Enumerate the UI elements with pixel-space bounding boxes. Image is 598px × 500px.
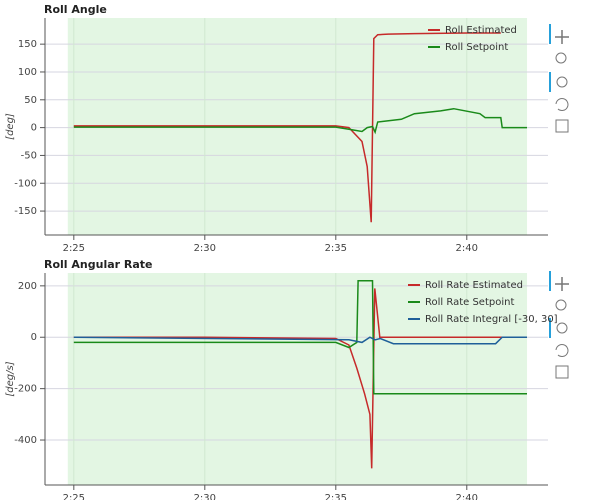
tool-active <box>549 318 551 338</box>
pan-tool[interactable] <box>555 277 569 291</box>
y-tick-label: 200 <box>18 281 37 292</box>
chart-title: Roll Angle <box>44 3 107 16</box>
x-tick-label: 2:35 <box>325 243 347 254</box>
legend-label: Roll Rate Estimated <box>425 280 523 291</box>
legend-label: Roll Rate Setpoint <box>425 297 514 308</box>
tool-active <box>549 271 551 291</box>
legend-label: Roll Rate Integral [-30, 30] <box>425 314 558 325</box>
chart-title: Roll Angular Rate <box>44 258 153 271</box>
chart: Roll Angular Rate -400 -200 0 200 2:25 2:30 2:3… <box>5 258 558 500</box>
y-tick-label: -400 <box>14 435 37 446</box>
save-tool[interactable] <box>555 365 569 379</box>
x-tick-label: 2:40 <box>456 243 478 254</box>
zoom-tool[interactable] <box>555 52 567 64</box>
y-tick-label: 50 <box>24 95 37 106</box>
x-tick-label: 2:35 <box>325 493 347 500</box>
series-line <box>73 107 527 135</box>
reset-tool[interactable] <box>555 98 569 111</box>
y-axis-label: [deg/s] <box>5 361 16 396</box>
y-tick-label: -200 <box>14 384 37 395</box>
toolbar-1 <box>549 24 569 133</box>
x-tick-label: 2:30 <box>194 243 216 254</box>
legend-label: Roll Setpoint <box>445 42 508 53</box>
wheel-zoom-tool[interactable] <box>556 322 568 334</box>
y-tick-label: 0 <box>31 332 37 343</box>
save-tool[interactable] <box>555 119 569 133</box>
zoom-tool[interactable] <box>555 299 567 311</box>
legend: Roll Estimated Roll Setpoint <box>428 25 517 53</box>
y-axis-label: [deg] <box>5 113 16 140</box>
series-line <box>73 32 501 223</box>
x-tick-label: 2:25 <box>63 243 85 254</box>
y-tick-label: 150 <box>18 39 37 50</box>
reset-tool[interactable] <box>555 344 569 357</box>
toolbar-2 <box>549 271 569 379</box>
x-tick-label: 2:30 <box>194 493 216 500</box>
y-tick-label: -150 <box>14 206 37 217</box>
y-tick-label: -100 <box>14 178 37 189</box>
legend-label: Roll Estimated <box>445 25 517 36</box>
chart: Roll Angle -150 -100 -50 0 50 100 150 2:25 2:30 2:… <box>5 3 548 254</box>
y-tick-label: 100 <box>18 67 37 78</box>
tool-active <box>549 72 551 92</box>
series-line <box>73 279 527 395</box>
x-tick-label: 2:25 <box>63 493 85 500</box>
y-tick-label: 0 <box>31 123 37 134</box>
y-tick-label: -50 <box>21 150 37 161</box>
wheel-zoom-tool[interactable] <box>556 76 568 88</box>
highlight-band <box>67 273 528 485</box>
legend: Roll Rate Estimated Roll Rate Setpoint Rol… <box>408 280 558 325</box>
pan-tool[interactable] <box>555 30 569 44</box>
x-tick-label: 2:40 <box>456 493 478 500</box>
series-line <box>73 288 527 469</box>
series-line <box>73 336 527 345</box>
tool-active <box>549 24 551 44</box>
